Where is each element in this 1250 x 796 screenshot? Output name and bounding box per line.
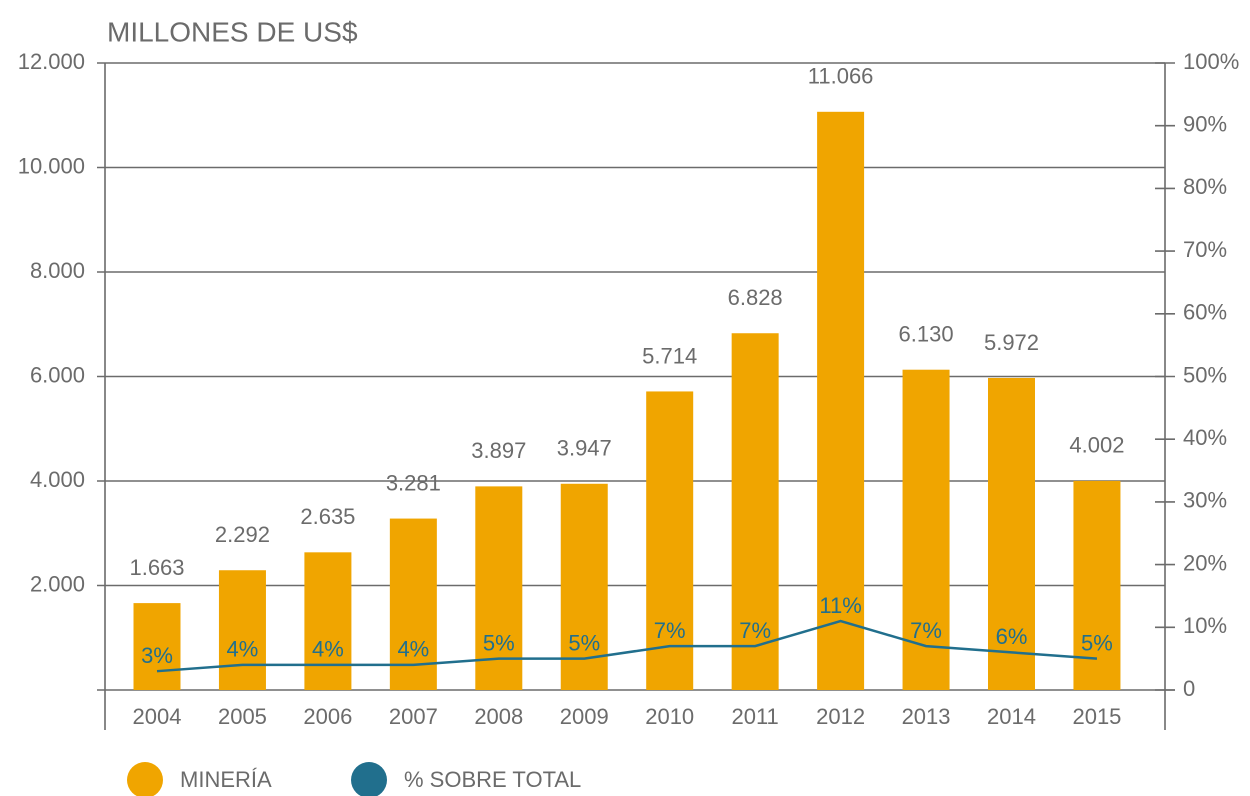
y-tick-label: 4.000 bbox=[30, 467, 85, 492]
y2-tick-label: 80% bbox=[1183, 174, 1227, 199]
y2-tick-label: 60% bbox=[1183, 300, 1227, 325]
bar-label: 4.002 bbox=[1069, 433, 1124, 458]
line bbox=[156, 619, 1098, 673]
legend-label: % SOBRE TOTAL bbox=[404, 767, 581, 792]
bar-label: 5.972 bbox=[984, 330, 1039, 355]
x-tick-label: 2013 bbox=[902, 704, 951, 729]
x-tick-label: 2015 bbox=[1072, 704, 1121, 729]
bar bbox=[304, 552, 352, 690]
bar-label: 2.292 bbox=[215, 522, 270, 547]
bar-label: 3.947 bbox=[557, 436, 612, 461]
chart-title: MILLONES DE US$ bbox=[107, 16, 358, 47]
y2-tick-label: 0 bbox=[1183, 676, 1195, 701]
x-tick-label: 2006 bbox=[303, 704, 352, 729]
bar bbox=[817, 111, 865, 690]
legend-label: MINERÍA bbox=[180, 767, 272, 792]
bar-label: 3.281 bbox=[386, 470, 441, 495]
line-label: 5% bbox=[1081, 630, 1113, 655]
line-label: 6% bbox=[996, 624, 1028, 649]
legend-swatch bbox=[127, 762, 163, 796]
y2-tick-label: 20% bbox=[1183, 550, 1227, 575]
line-label: 7% bbox=[739, 618, 771, 643]
x-tick-label: 2011 bbox=[731, 704, 778, 729]
x-tick-label: 2004 bbox=[133, 704, 182, 729]
bar bbox=[475, 486, 523, 690]
bar-label: 2.635 bbox=[300, 504, 355, 529]
bar bbox=[646, 391, 694, 690]
x-tick-label: 2005 bbox=[218, 704, 267, 729]
y2-tick-label: 70% bbox=[1183, 237, 1227, 262]
bar bbox=[133, 603, 181, 690]
y2-tick-label: 100% bbox=[1183, 49, 1239, 74]
y2-tick-label: 90% bbox=[1183, 112, 1227, 137]
bar bbox=[988, 377, 1035, 690]
bar bbox=[389, 518, 437, 690]
bar bbox=[731, 333, 779, 690]
bar-label: 6.828 bbox=[728, 285, 783, 310]
y-tick-label: 8.000 bbox=[30, 258, 85, 283]
y2-tick-label: 30% bbox=[1183, 488, 1227, 513]
y2-tick-label: 40% bbox=[1183, 425, 1227, 450]
legend-swatch bbox=[351, 762, 387, 796]
line-label: 5% bbox=[568, 630, 600, 655]
line-label: 5% bbox=[483, 630, 515, 655]
y2-tick-label: 10% bbox=[1183, 613, 1227, 638]
x-tick-label: 2009 bbox=[560, 704, 609, 729]
bar-label: 6.130 bbox=[899, 322, 954, 347]
y2-tick-label: 50% bbox=[1183, 362, 1227, 387]
line-label: 11% bbox=[819, 593, 861, 618]
line-label: 4% bbox=[227, 637, 259, 662]
y-tick-label: 2.000 bbox=[30, 571, 85, 596]
x-tick-label: 2012 bbox=[816, 704, 865, 729]
bar-label: 11.066 bbox=[808, 64, 874, 89]
bar-label: 3.897 bbox=[471, 438, 526, 463]
line-label: 4% bbox=[397, 637, 429, 662]
line-label: 7% bbox=[654, 618, 686, 643]
y-tick-label: 12.000 bbox=[18, 49, 85, 74]
line-label: 7% bbox=[910, 618, 942, 643]
y-tick-label: 10.000 bbox=[18, 153, 85, 178]
bar bbox=[218, 570, 266, 690]
bar-label: 1.663 bbox=[129, 555, 184, 580]
x-tick-label: 2010 bbox=[645, 704, 694, 729]
bar bbox=[1073, 480, 1121, 690]
bar-label: 5.714 bbox=[642, 343, 697, 368]
bar bbox=[902, 369, 950, 690]
x-tick-label: 2007 bbox=[389, 704, 438, 729]
line-label: 4% bbox=[312, 637, 344, 662]
x-tick-label: 2014 bbox=[987, 704, 1036, 729]
line-label: 3% bbox=[141, 643, 173, 668]
x-tick-label: 2008 bbox=[474, 704, 523, 729]
y-tick-label: 6.000 bbox=[30, 362, 85, 387]
